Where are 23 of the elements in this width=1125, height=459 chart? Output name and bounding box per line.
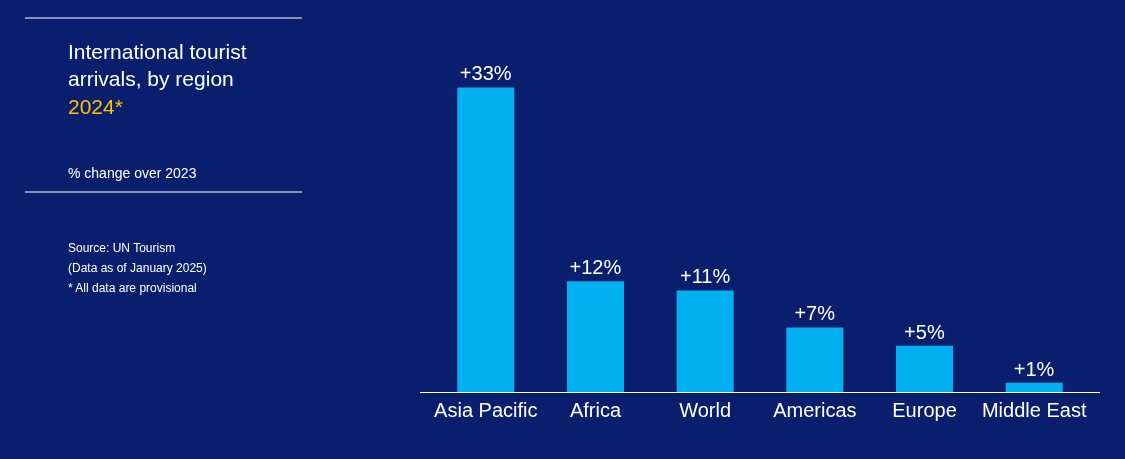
text: * All data are provisional	[68, 281, 197, 295]
bar	[457, 87, 515, 392]
bar	[896, 345, 954, 392]
data-label: +1%	[1013, 357, 1055, 380]
bar	[566, 281, 624, 392]
x-tick-label: World	[679, 399, 732, 421]
x-tick-label: Asia Pacific	[434, 399, 538, 421]
data-label: +33%	[459, 62, 512, 85]
data-label: +7%	[794, 302, 836, 325]
bar	[676, 290, 734, 392]
x-tick-label: Europe	[892, 399, 957, 421]
data-label: +12%	[569, 256, 622, 279]
x-tick-label: Africa	[569, 399, 622, 421]
x-tick-label: Americas	[773, 399, 857, 421]
bar	[1005, 382, 1063, 392]
text: International tourist arrivals, by region 2024*	[68, 40, 247, 118]
x-tick-label: Middle East	[981, 399, 1087, 421]
data-label: +11%	[679, 265, 731, 288]
bar	[786, 327, 844, 392]
text: (Data as of January 2025)	[68, 261, 207, 275]
data-label: +5%	[904, 320, 945, 343]
source-note: Source: UN Tourism	[68, 241, 176, 255]
text: % change over 2023	[68, 165, 197, 181]
